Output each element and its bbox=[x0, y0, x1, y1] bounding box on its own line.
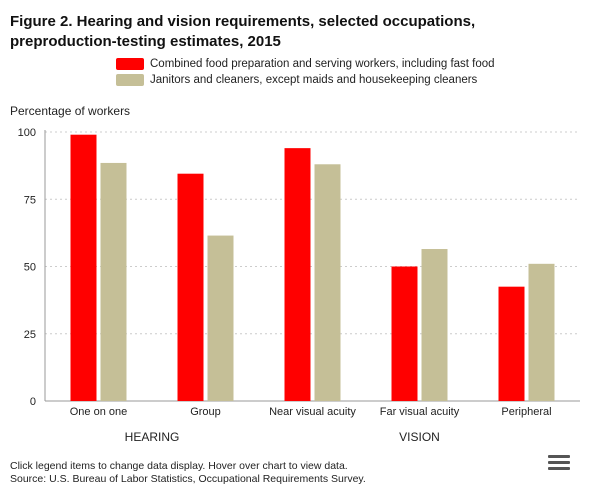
legend-label-janitors: Janitors and cleaners, except maids and … bbox=[150, 74, 478, 86]
bar-near-visual-acuity-series-2 bbox=[314, 164, 341, 401]
hamburger-menu-icon[interactable] bbox=[548, 455, 570, 471]
group-label-vision: VISION bbox=[399, 430, 440, 444]
legend-swatch-food-workers bbox=[116, 58, 144, 70]
bar-one-on-one-series-2 bbox=[100, 162, 127, 401]
footer-source: Source: U.S. Bureau of Labor Statistics,… bbox=[10, 473, 366, 485]
bar-group-series-2 bbox=[207, 235, 234, 401]
footer: Click legend items to change data displa… bbox=[10, 460, 366, 486]
x-tick-label-near-visual-acuity: Near visual acuity bbox=[269, 406, 356, 418]
legend-swatch-janitors bbox=[116, 74, 144, 86]
bar-near-visual-acuity-series-1 bbox=[284, 148, 311, 401]
legend-item-food-workers[interactable]: Combined food preparation and serving wo… bbox=[116, 56, 495, 72]
group-label-hearing: HEARING bbox=[125, 430, 180, 444]
bar-far-visual-acuity-series-2 bbox=[421, 249, 448, 401]
chart-title-line-2: preproduction-testing estimates, 2015 bbox=[10, 33, 281, 50]
x-tick-label-far-visual-acuity: Far visual acuity bbox=[380, 406, 460, 418]
bar-peripheral-series-2 bbox=[528, 263, 555, 401]
bar-one-on-one-series-1 bbox=[70, 134, 97, 401]
x-tick-label-one-on-one: One on one bbox=[70, 406, 128, 418]
bar-chart: 0 25 50 75 100 One on one Group Near visual acu… bbox=[18, 127, 580, 444]
legend-label-food-workers: Combined food preparation and serving wo… bbox=[150, 58, 495, 70]
x-tick-label-peripheral: Peripheral bbox=[501, 406, 551, 418]
bar-peripheral-series-1 bbox=[498, 286, 525, 401]
bar-far-visual-acuity-series-1 bbox=[391, 266, 418, 401]
y-tick-label-25: 25 bbox=[24, 329, 36, 341]
legend-item-janitors[interactable]: Janitors and cleaners, except maids and … bbox=[116, 72, 495, 88]
bar-group-series-1 bbox=[177, 173, 204, 401]
y-tick-label-75: 75 bbox=[24, 194, 36, 206]
y-tick-label-0: 0 bbox=[30, 396, 36, 408]
legend: Combined food preparation and serving wo… bbox=[116, 56, 495, 88]
chart-title-line-1: Figure 2. Hearing and vision requirement… bbox=[10, 13, 476, 30]
x-tick-label-group: Group bbox=[190, 406, 221, 418]
footer-note: Click legend items to change data displa… bbox=[10, 460, 348, 472]
y-axis-label: Percentage of workers bbox=[10, 104, 131, 118]
y-tick-label-50: 50 bbox=[24, 262, 36, 274]
y-tick-label-100: 100 bbox=[18, 127, 36, 139]
chart-title: Figure 2. Hearing and vision requirement… bbox=[10, 12, 570, 52]
